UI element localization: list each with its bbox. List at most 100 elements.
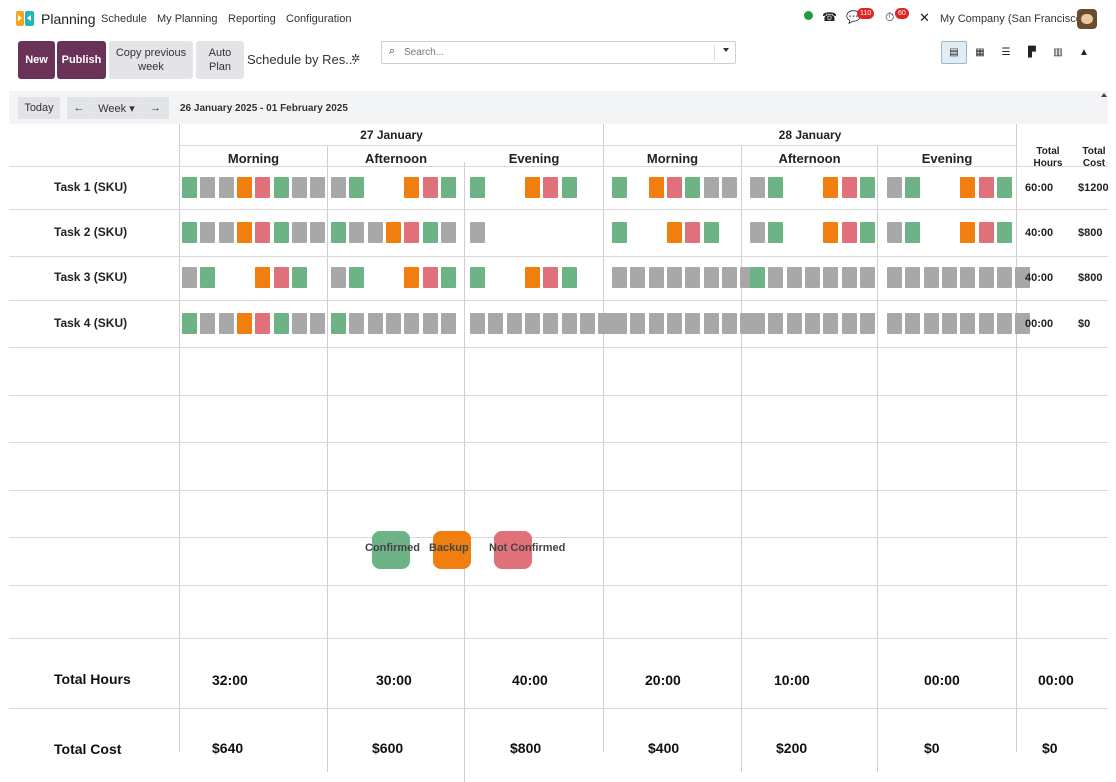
shift-slot-confirmed[interactable] bbox=[703, 222, 719, 243]
shift-slot-confirmed[interactable] bbox=[996, 222, 1012, 243]
task-row-label[interactable]: Task 2 (SKU) bbox=[54, 225, 128, 239]
shift-slot-confirmed[interactable] bbox=[768, 177, 784, 198]
menu-reporting[interactable]: Reporting bbox=[228, 13, 276, 25]
shift-slot-empty[interactable] bbox=[750, 222, 765, 243]
shift-slot-empty[interactable] bbox=[1015, 267, 1031, 288]
shift-slot-not-confirmed[interactable] bbox=[978, 177, 994, 198]
shift-slot-empty[interactable] bbox=[823, 313, 839, 334]
shift-slot-confirmed[interactable] bbox=[440, 267, 456, 288]
shift-slot-empty[interactable] bbox=[859, 267, 875, 288]
shift-slot-confirmed[interactable] bbox=[859, 222, 875, 243]
new-button[interactable]: New bbox=[18, 41, 55, 79]
shift-slot-confirmed[interactable] bbox=[859, 177, 875, 198]
shift-slot-empty[interactable] bbox=[218, 177, 234, 198]
shift-slot-empty[interactable] bbox=[960, 267, 976, 288]
shift-slot-empty[interactable] bbox=[524, 313, 540, 334]
debug-tools-icon[interactable]: ✕ bbox=[919, 10, 930, 25]
shift-slot-confirmed[interactable] bbox=[331, 313, 346, 334]
shift-slot-empty[interactable] bbox=[703, 267, 719, 288]
gantt-view-icon[interactable]: ▤ bbox=[941, 41, 967, 64]
scroll-up-icon[interactable] bbox=[1101, 93, 1107, 97]
shift-slot-empty[interactable] bbox=[310, 222, 326, 243]
task-row-label[interactable]: Task 1 (SKU) bbox=[54, 180, 128, 194]
shift-slot-empty[interactable] bbox=[648, 267, 664, 288]
shift-slot-empty[interactable] bbox=[978, 313, 994, 334]
user-avatar[interactable] bbox=[1077, 9, 1097, 29]
shift-slot-empty[interactable] bbox=[579, 313, 595, 334]
shift-slot-confirmed[interactable] bbox=[422, 222, 438, 243]
shift-slot-backup[interactable] bbox=[404, 177, 420, 198]
shift-slot-confirmed[interactable] bbox=[291, 267, 307, 288]
shift-slot-empty[interactable] bbox=[630, 267, 646, 288]
menu-schedule[interactable]: Schedule bbox=[101, 13, 147, 25]
shift-slot-empty[interactable] bbox=[182, 267, 197, 288]
shift-slot-empty[interactable] bbox=[996, 267, 1012, 288]
auto-plan-button[interactable]: Auto Plan bbox=[196, 41, 244, 79]
shift-slot-empty[interactable] bbox=[612, 267, 627, 288]
shift-slot-empty[interactable] bbox=[768, 267, 784, 288]
shift-slot-backup[interactable] bbox=[648, 177, 664, 198]
shift-slot-confirmed[interactable] bbox=[750, 267, 765, 288]
shift-slot-empty[interactable] bbox=[331, 177, 346, 198]
shift-slot-confirmed[interactable] bbox=[768, 222, 784, 243]
shift-slot-backup[interactable] bbox=[404, 267, 420, 288]
kanban-view-icon[interactable]: ▛ bbox=[1028, 47, 1036, 58]
shift-slot-empty[interactable] bbox=[804, 313, 820, 334]
shift-slot-empty[interactable] bbox=[721, 177, 737, 198]
shift-slot-not-confirmed[interactable] bbox=[978, 222, 994, 243]
shift-slot-not-confirmed[interactable] bbox=[666, 177, 682, 198]
shift-slot-empty[interactable] bbox=[887, 267, 902, 288]
shift-slot-empty[interactable] bbox=[200, 313, 216, 334]
shift-slot-empty[interactable] bbox=[887, 177, 902, 198]
shift-slot-confirmed[interactable] bbox=[470, 267, 485, 288]
shift-slot-not-confirmed[interactable] bbox=[255, 313, 271, 334]
shift-slot-empty[interactable] bbox=[786, 313, 802, 334]
shift-slot-empty[interactable] bbox=[404, 313, 420, 334]
previous-period-button[interactable]: ← bbox=[67, 97, 91, 119]
shift-slot-empty[interactable] bbox=[349, 222, 365, 243]
shift-slot-not-confirmed[interactable] bbox=[255, 222, 271, 243]
shift-slot-confirmed[interactable] bbox=[331, 222, 346, 243]
shift-slot-empty[interactable] bbox=[666, 313, 682, 334]
shift-slot-empty[interactable] bbox=[291, 222, 307, 243]
shift-slot-empty[interactable] bbox=[470, 313, 485, 334]
shift-slot-empty[interactable] bbox=[823, 267, 839, 288]
shift-slot-empty[interactable] bbox=[721, 313, 737, 334]
planning-app-icon[interactable] bbox=[16, 11, 34, 26]
copy-previous-week-button[interactable]: Copy previous week bbox=[109, 41, 193, 79]
phone-icon[interactable]: ☎ bbox=[822, 10, 837, 24]
shift-slot-confirmed[interactable] bbox=[905, 222, 921, 243]
shift-slot-not-confirmed[interactable] bbox=[273, 267, 289, 288]
shift-slot-not-confirmed[interactable] bbox=[404, 222, 420, 243]
shift-slot-empty[interactable] bbox=[721, 267, 737, 288]
task-row-label[interactable]: Task 3 (SKU) bbox=[54, 270, 128, 284]
shift-slot-empty[interactable] bbox=[703, 177, 719, 198]
shift-slot-confirmed[interactable] bbox=[273, 222, 289, 243]
shift-slot-empty[interactable] bbox=[291, 177, 307, 198]
shift-slot-empty[interactable] bbox=[218, 313, 234, 334]
shift-slot-not-confirmed[interactable] bbox=[422, 267, 438, 288]
shift-slot-confirmed[interactable] bbox=[996, 177, 1012, 198]
shift-slot-backup[interactable] bbox=[666, 222, 682, 243]
shift-slot-backup[interactable] bbox=[524, 177, 540, 198]
shift-slot-confirmed[interactable] bbox=[349, 267, 365, 288]
next-period-button[interactable]: → bbox=[142, 97, 169, 119]
schedule-by-selector[interactable]: Schedule by Res... bbox=[247, 52, 357, 67]
shift-slot-empty[interactable] bbox=[666, 267, 682, 288]
shift-slot-empty[interactable] bbox=[905, 313, 921, 334]
shift-slot-empty[interactable] bbox=[685, 313, 701, 334]
shift-slot-confirmed[interactable] bbox=[273, 313, 289, 334]
shift-slot-empty[interactable] bbox=[648, 313, 664, 334]
shift-slot-empty[interactable] bbox=[786, 267, 802, 288]
shift-slot-empty[interactable] bbox=[685, 267, 701, 288]
shift-slot-empty[interactable] bbox=[218, 222, 234, 243]
shift-slot-confirmed[interactable] bbox=[561, 267, 577, 288]
shift-slot-not-confirmed[interactable] bbox=[685, 222, 701, 243]
pivot-view-icon[interactable]: ▥ bbox=[1053, 47, 1063, 58]
shift-slot-empty[interactable] bbox=[349, 313, 365, 334]
shift-slot-empty[interactable] bbox=[703, 313, 719, 334]
shift-slot-empty[interactable] bbox=[291, 313, 307, 334]
publish-button[interactable]: Publish bbox=[57, 41, 106, 79]
period-scale-dropdown[interactable]: Week ▾ bbox=[91, 97, 142, 119]
shift-slot-not-confirmed[interactable] bbox=[841, 177, 857, 198]
